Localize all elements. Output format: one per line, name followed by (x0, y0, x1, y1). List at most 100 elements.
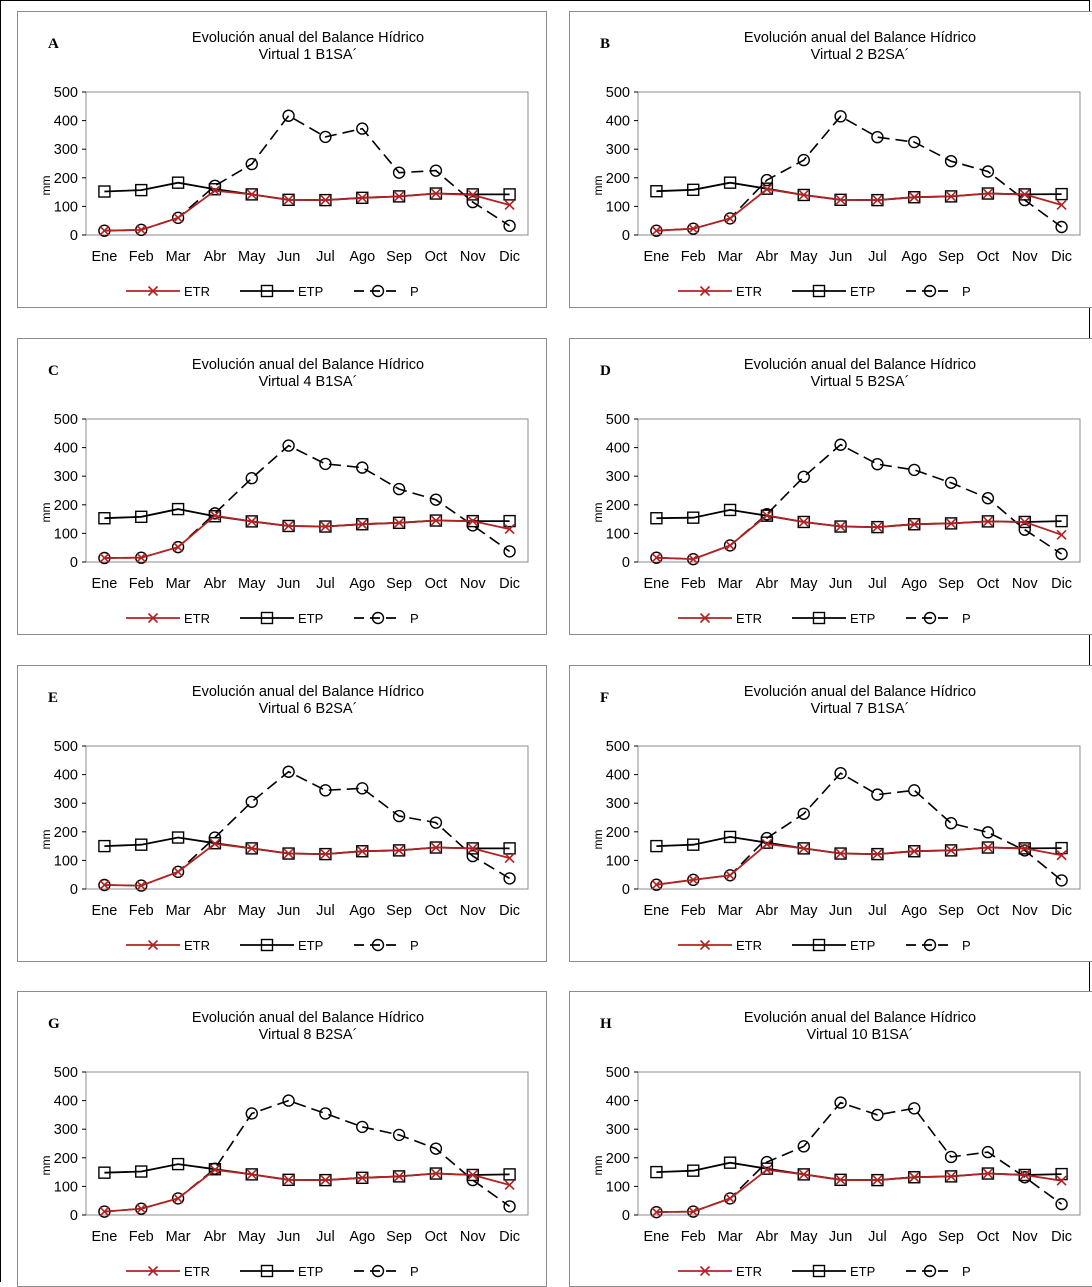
data-point-p (797, 1140, 810, 1153)
chart-svg: F Evolución anual del Balance HídricoVirt… (591, 684, 1081, 953)
data-point-etr (246, 189, 257, 200)
data-point-etr (99, 225, 110, 236)
data-point-etp (760, 182, 774, 195)
x-tick-label: Feb (681, 1229, 706, 1245)
x-tick-label: May (790, 576, 818, 592)
legend-item-p: P (906, 611, 971, 626)
data-point-etp (760, 1162, 774, 1175)
data-point-etp (723, 1156, 737, 1169)
series-line-p (656, 772, 1063, 886)
data-point-p (171, 1192, 185, 1205)
series-line-etp (104, 1163, 510, 1182)
legend-label: ETR (736, 284, 762, 299)
data-point-p (908, 135, 921, 149)
x-tick-label: Dic (1051, 903, 1072, 919)
data-point-etr (467, 1169, 478, 1181)
x-tick-label: Sep (386, 903, 412, 919)
data-point-etp (135, 838, 148, 851)
data-point-etp (650, 839, 663, 853)
data-point-p (171, 865, 185, 879)
x-tick-label: Oct (977, 249, 1000, 265)
chart-svg: G Evolución anual del Balance HídricoVirt… (39, 1010, 529, 1279)
x-tick-label: Feb (681, 903, 706, 919)
y-tick-label: 0 (70, 882, 78, 898)
x-tick-label: Dic (499, 576, 520, 592)
data-point-p (723, 212, 737, 225)
legend-label: P (410, 938, 419, 953)
data-point-etr (394, 191, 405, 202)
plot-area (85, 418, 529, 563)
data-point-etr (283, 1174, 294, 1185)
series-line-etr (656, 514, 1062, 561)
data-point-p (760, 173, 774, 187)
data-point-etp (723, 176, 737, 189)
data-point-etr (725, 540, 736, 551)
legend-item-p: P (906, 1264, 971, 1279)
data-point-p (356, 782, 369, 795)
legend-item-p: P (906, 938, 971, 953)
y-tick-label: 200 (606, 1151, 630, 1167)
plot-area (637, 418, 1081, 563)
data-point-p (429, 493, 443, 506)
x-tick-label: Dic (499, 1229, 520, 1245)
data-point-p (908, 784, 921, 797)
chart-svg: A Evolución anual del Balance HídricoVirt… (39, 30, 529, 299)
data-point-p (834, 110, 847, 123)
x-tick-label: Mar (718, 576, 743, 592)
legend-item-etp: ETP (240, 611, 323, 626)
series-etp (98, 831, 516, 861)
legend-marker (371, 938, 385, 952)
data-point-p (392, 482, 406, 496)
data-point-etr (982, 188, 993, 199)
data-point-etr (283, 520, 294, 532)
legend-item-p: P (354, 938, 419, 953)
data-point-etr (688, 554, 699, 565)
series-etp (650, 503, 1068, 534)
data-point-etr (467, 843, 478, 854)
legend-marker (260, 284, 274, 298)
x-tick-label: Oct (977, 903, 1000, 919)
legend-marker (147, 285, 159, 297)
series-p (650, 766, 1068, 891)
data-point-etr (320, 1175, 331, 1186)
data-point-p (356, 122, 369, 135)
series-line-etr (656, 1168, 1062, 1213)
chart-svg: D Evolución anual del Balance HídricoVirt… (591, 357, 1081, 626)
legend-marker (812, 611, 826, 625)
x-tick-label: Nov (460, 576, 487, 592)
series-etr (99, 185, 515, 236)
chart-title: Evolución anual del Balance Hídrico (744, 30, 976, 46)
data-point-etr (136, 880, 147, 891)
data-point-p (171, 211, 185, 225)
data-point-p (871, 1108, 884, 1122)
data-point-etp (98, 512, 111, 525)
legend-item-etr: ETR (678, 611, 762, 626)
legend-label: ETR (736, 938, 762, 953)
legend-item-etp: ETP (240, 1264, 323, 1279)
x-tick-label: Mar (166, 576, 191, 592)
legend: ETR ETP P (678, 1264, 971, 1279)
legend: ETR ETP P (126, 938, 419, 953)
x-tick-label: Jul (316, 903, 335, 919)
series-line-etp (104, 181, 510, 202)
data-point-etp (208, 837, 222, 850)
panel-letter: E (48, 690, 58, 706)
legend-item-etr: ETR (126, 611, 210, 626)
chart-subtitle: Virtual 8 B2SA´ (259, 1027, 358, 1043)
data-point-etr (430, 515, 441, 526)
x-tick-label: Abr (756, 903, 779, 919)
data-point-etr (835, 521, 846, 532)
data-point-etp (1055, 187, 1068, 201)
legend-marker (923, 284, 937, 298)
x-tick-label: Ene (92, 576, 118, 592)
legend-marker (699, 285, 711, 297)
legend-marker (260, 611, 274, 625)
plot-area (85, 1071, 529, 1216)
x-tick-label: Ago (901, 576, 927, 592)
data-point-p (760, 1155, 774, 1169)
series-line-p (104, 1099, 511, 1213)
legend: ETR ETP P (126, 611, 419, 626)
x-tick-label: Jul (868, 1229, 887, 1245)
series-etr (651, 839, 1067, 890)
y-axis-label: mm (39, 176, 53, 196)
